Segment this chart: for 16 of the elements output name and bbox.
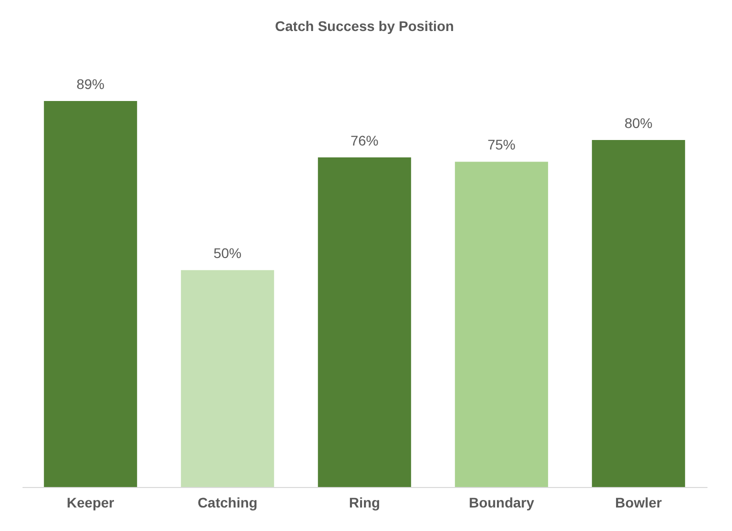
bar: [454, 162, 548, 487]
data-label: 80%: [624, 115, 653, 132]
bar: [592, 140, 686, 487]
data-label: 75%: [487, 136, 516, 153]
data-label: 50%: [213, 245, 242, 262]
x-tick-label: Ring: [348, 494, 380, 510]
bar: [318, 157, 412, 487]
x-tick-label: Boundary: [468, 494, 534, 510]
bar: [44, 101, 138, 487]
x-tick-label: Bowler: [615, 494, 662, 510]
x-tick-label: Keeper: [66, 494, 115, 510]
chart-title: Catch Success by Position: [275, 18, 454, 34]
data-label: 89%: [76, 76, 105, 92]
bar: [180, 270, 274, 487]
data-label: 76%: [350, 132, 379, 148]
x-tick-label: Catching: [198, 494, 258, 510]
